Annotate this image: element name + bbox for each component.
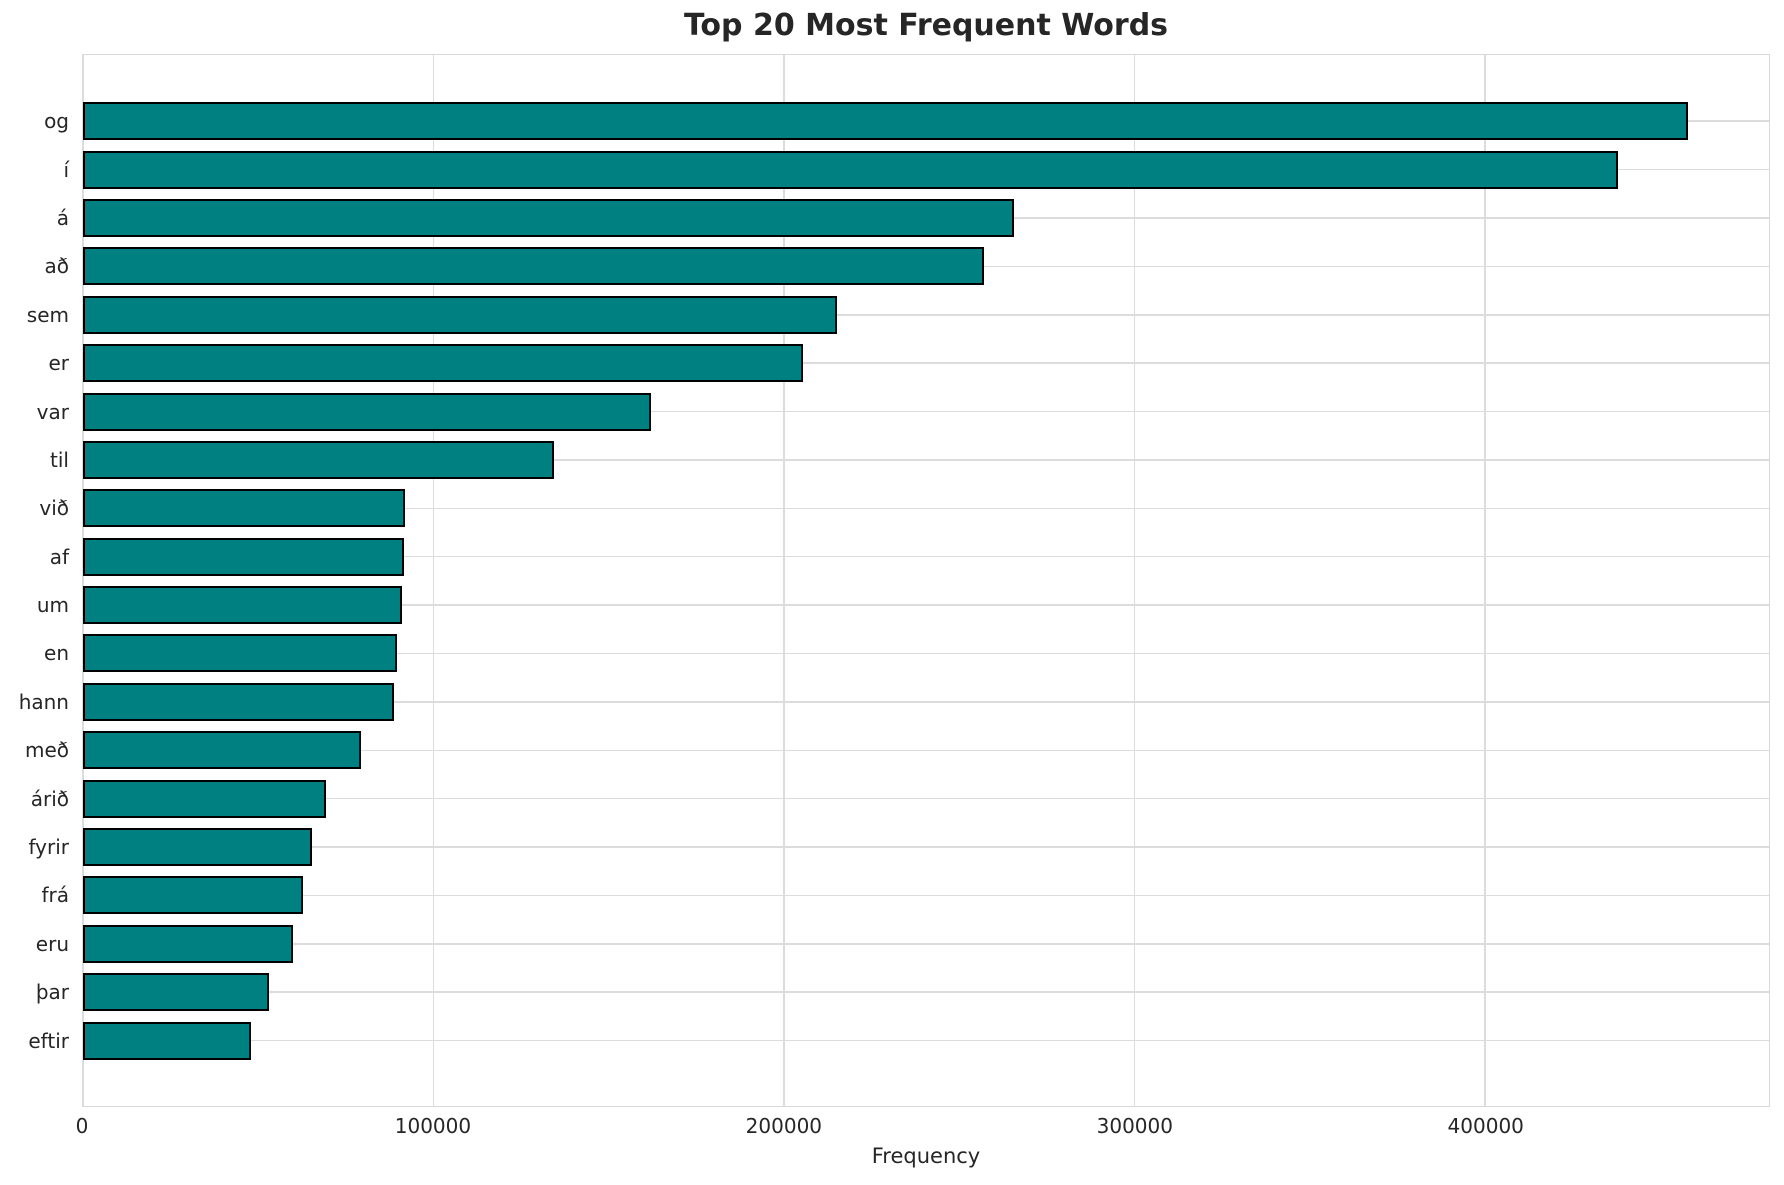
h-gridline bbox=[83, 943, 1769, 945]
bar-þar bbox=[83, 973, 270, 1012]
h-gridline bbox=[83, 797, 1769, 800]
y-tick-label-en: en bbox=[44, 641, 69, 666]
y-tick-label-og: og bbox=[44, 109, 69, 134]
bar-row-á: á bbox=[57, 194, 1769, 242]
h-gridline bbox=[83, 410, 1769, 413]
y-tick-label-um: um bbox=[36, 593, 69, 618]
h-gridline bbox=[83, 846, 1769, 848]
bar-row-að: að bbox=[45, 242, 1769, 290]
bar-row-eftir: eftir bbox=[28, 1016, 1769, 1064]
x-tick-label-400000: 400000 bbox=[1447, 1114, 1524, 1138]
y-tick-label-árið: árið bbox=[30, 786, 69, 811]
bar-af bbox=[83, 537, 405, 576]
bar-sem bbox=[83, 295, 837, 334]
bar-row-til: til bbox=[50, 436, 1769, 484]
y-tick-label-sem: sem bbox=[26, 302, 69, 327]
y-tick-label-með: með bbox=[24, 738, 69, 763]
v-gridline-200000 bbox=[783, 55, 785, 1106]
bar-row-eru: eru bbox=[36, 920, 1769, 968]
v-gridline-400000 bbox=[1484, 55, 1486, 1106]
bar-á bbox=[83, 198, 1014, 237]
y-tick-label-var: var bbox=[36, 399, 69, 424]
bar-í bbox=[83, 150, 1619, 189]
x-tick-label-100000: 100000 bbox=[394, 1114, 472, 1138]
bar-um bbox=[83, 586, 402, 625]
h-gridline bbox=[83, 507, 1769, 510]
y-tick-label-frá: frá bbox=[41, 883, 69, 908]
bar-row-í: í bbox=[63, 145, 1769, 193]
h-gridline bbox=[83, 652, 1769, 655]
y-tick-label-þar: þar bbox=[35, 980, 69, 1005]
bar-row-þar: þar bbox=[36, 968, 1769, 1016]
y-tick-label-eftir: eftir bbox=[28, 1028, 69, 1053]
y-tick-label-af: af bbox=[49, 544, 69, 569]
bar-row-um: um bbox=[37, 581, 1769, 629]
bar-með bbox=[83, 731, 361, 770]
x-tick-label-300000: 300000 bbox=[1096, 1114, 1173, 1138]
h-gridline bbox=[83, 701, 1769, 703]
y-tick-label-í: í bbox=[63, 157, 69, 182]
bar-row-sem: sem bbox=[27, 291, 1769, 339]
x-tick-label-200000: 200000 bbox=[745, 1114, 823, 1138]
bar-hann bbox=[83, 682, 394, 721]
y-tick-label-við: við bbox=[39, 496, 69, 521]
x-tick-label-0: 0 bbox=[75, 1114, 89, 1138]
bar-eru bbox=[83, 924, 294, 963]
bar-row-frá: frá bbox=[41, 871, 1769, 919]
h-gridline bbox=[83, 459, 1769, 461]
bar-row-hann: hann bbox=[19, 678, 1769, 726]
h-gridline bbox=[83, 991, 1769, 993]
bar-til bbox=[83, 440, 555, 479]
bar-row-árið: árið bbox=[31, 774, 1769, 822]
v-gridline-100000 bbox=[432, 55, 435, 1106]
h-gridline bbox=[83, 604, 1769, 606]
bar-að bbox=[83, 247, 984, 286]
bar-row-var: var bbox=[37, 387, 1769, 435]
bar-row-er: er bbox=[48, 339, 1769, 387]
bar-row-við: við bbox=[39, 484, 1769, 532]
bar-eftir bbox=[83, 1021, 251, 1060]
y-tick-label-eru: eru bbox=[35, 931, 69, 956]
bar-og bbox=[83, 102, 1689, 141]
h-gridline bbox=[83, 894, 1769, 897]
h-gridline bbox=[83, 314, 1769, 316]
v-gridline-0 bbox=[82, 55, 84, 1106]
bar-frá bbox=[83, 876, 304, 915]
h-gridline bbox=[83, 362, 1769, 364]
y-tick-label-er: er bbox=[48, 351, 69, 376]
bar-row-af: af bbox=[50, 533, 1769, 581]
y-tick-label-á: á bbox=[56, 205, 69, 230]
h-gridline bbox=[83, 1039, 1769, 1042]
bar-row-og: og bbox=[44, 97, 1769, 145]
bar-árið bbox=[83, 779, 326, 818]
bar-rows: og í á að sem er var til við af um en hann með árið fyr… bbox=[19, 97, 1769, 1065]
y-tick-label-að: að bbox=[44, 254, 70, 279]
v-gridline-300000 bbox=[1133, 55, 1136, 1106]
bar-fyrir bbox=[83, 828, 312, 867]
h-gridline bbox=[83, 749, 1769, 752]
bar-er bbox=[83, 344, 804, 383]
y-tick-label-til: til bbox=[50, 447, 69, 472]
plot-area: og í á að sem er var til við af um en hann með árið fyr… bbox=[19, 54, 1770, 1107]
bar-row-fyrir: fyrir bbox=[28, 823, 1769, 871]
bar-við bbox=[83, 489, 405, 528]
bar-row-en: en bbox=[44, 629, 1769, 677]
x-axis-tick-labels: 0 100000 200000 300000 400000 bbox=[76, 1114, 1770, 1142]
bar-var bbox=[83, 392, 651, 431]
x-axis-title: Frequency bbox=[871, 1144, 981, 1168]
bar-en bbox=[83, 634, 398, 673]
chart-title: Top 20 Most Frequent Words bbox=[683, 8, 1169, 43]
bar-row-með: með bbox=[25, 726, 1769, 774]
y-tick-label-hann: hann bbox=[18, 689, 69, 714]
h-gridline bbox=[83, 555, 1769, 558]
y-tick-label-fyrir: fyrir bbox=[28, 835, 69, 860]
